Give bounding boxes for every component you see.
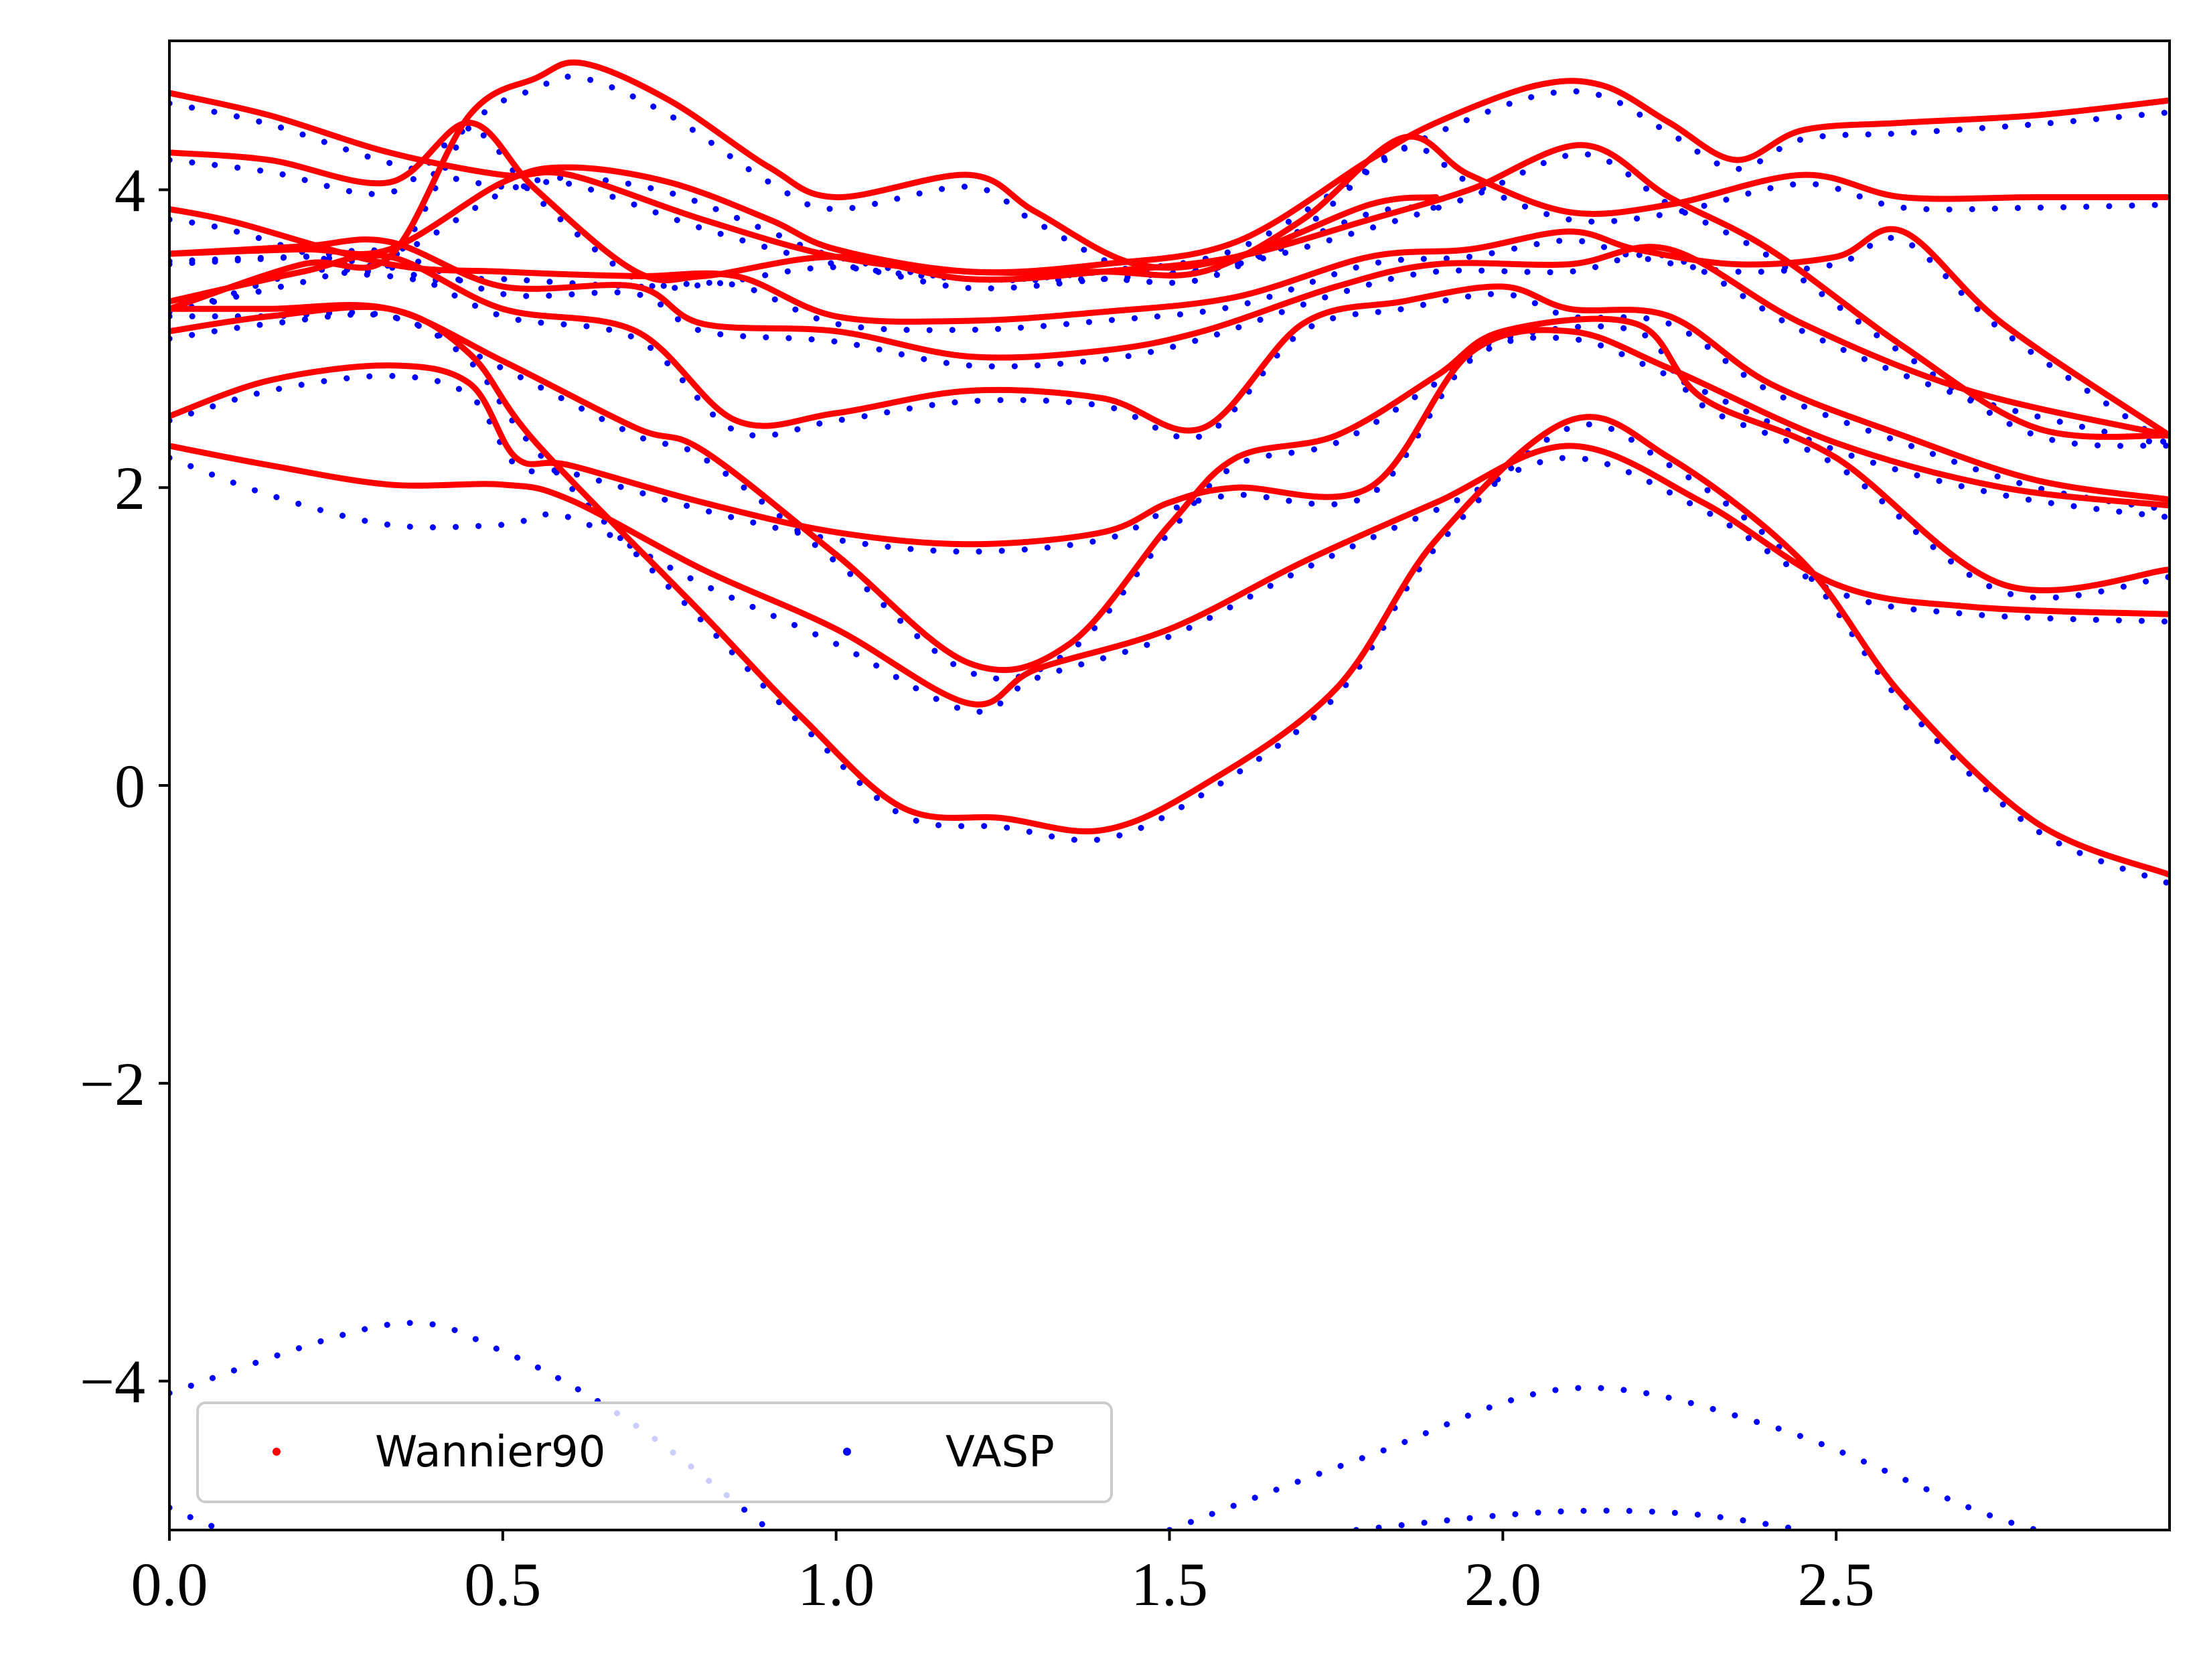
legend-label-wannier90: Wannier90 [375,1428,605,1477]
legend: Wannier90 VASP [196,1401,1113,1503]
wannier90-band-6 [169,236,2170,439]
x-tick-label: 1.0 [798,1550,875,1618]
series-wannier90 [169,59,2170,878]
vasp-band-5 [169,455,2170,715]
wannier90-band-9 [169,90,2170,279]
legend-marker-wannier90 [273,1448,281,1456]
y-tick-label: 2 [115,454,145,522]
vasp-band-15 [169,73,1440,319]
wannier90-band-4 [169,302,2170,674]
vasp-band-9 [169,262,2170,514]
x-tick-label: 0.5 [464,1550,541,1618]
x-tick-label: 2.0 [1464,1550,1541,1618]
vasp-band-4 [1353,1507,1806,1530]
y-axis: −4 −2 0 2 4 [80,156,169,1416]
legend-marker-vasp [843,1448,851,1456]
x-tick-label: 2.5 [1798,1550,1875,1618]
x-tick-label: 0.0 [131,1550,208,1618]
legend-box [196,1401,1113,1503]
vasp-band-11 [169,216,2170,449]
series-layer [169,59,2170,1530]
vasp-band-14 [169,88,2170,283]
wannier90-band-1 [169,443,2170,708]
x-axis: 0.0 0.5 1.0 1.5 2.0 2.5 [131,1530,1875,1618]
y-tick-label: 4 [115,156,145,224]
vasp-band-8 [169,309,2170,682]
wannier90-band-11 [169,59,1440,312]
y-tick-label: 0 [115,752,145,820]
series-vasp [169,73,2170,1530]
x-tick-label: 1.5 [1131,1550,1208,1618]
wannier90-band-5 [169,252,2170,503]
wannier90-band-7 [169,206,2170,439]
wannier90-band-2 [169,327,2170,548]
vasp-band-12 [169,127,2170,449]
wannier90-band-3 [169,303,2170,878]
vasp-band-7 [169,311,2170,887]
vasp-band-6 [169,334,2170,555]
vasp-band-13 [169,100,2170,286]
wannier90-band-10 [169,78,2170,276]
y-tick-label: −2 [80,1050,145,1118]
y-tick-label: −4 [80,1348,145,1416]
legend-label-vasp: VASP [945,1428,1055,1477]
